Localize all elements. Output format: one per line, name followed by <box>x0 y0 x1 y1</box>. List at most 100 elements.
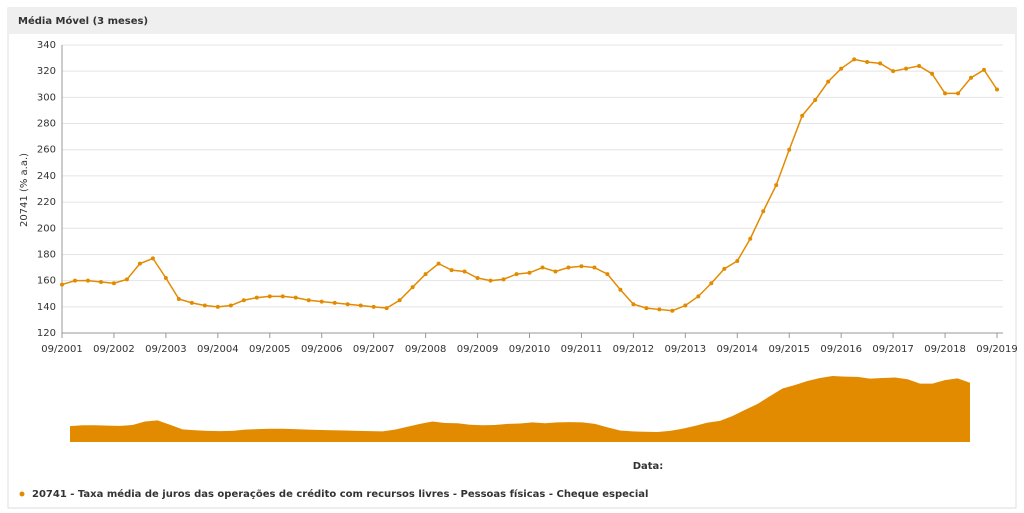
point <box>826 79 831 84</box>
point <box>449 268 454 273</box>
point <box>644 306 649 311</box>
point <box>709 281 714 286</box>
x-tick-label: 09/2018 <box>924 344 966 355</box>
point <box>189 300 194 305</box>
point <box>98 279 103 284</box>
point <box>514 272 519 277</box>
x-tick-label: 09/2010 <box>509 344 551 355</box>
point <box>865 60 870 65</box>
legend-label: 20741 - Taxa média de juros das operaçõe… <box>32 488 648 500</box>
point <box>813 97 818 102</box>
point <box>410 285 415 290</box>
point <box>397 298 402 303</box>
point <box>280 294 285 299</box>
x-tick-label: 09/2012 <box>613 344 655 355</box>
point <box>85 278 90 283</box>
x-tick-label: 09/2008 <box>405 344 447 355</box>
x-tick-label: 09/2009 <box>457 344 499 355</box>
y-tick-label: 200 <box>37 223 56 234</box>
y-tick-label: 180 <box>37 249 56 260</box>
point <box>137 261 142 266</box>
point <box>891 69 896 74</box>
x-tick-label: 09/2011 <box>561 344 603 355</box>
point <box>436 261 441 266</box>
point <box>293 295 298 300</box>
point <box>787 147 792 152</box>
point <box>969 75 974 80</box>
y-tick-label: 160 <box>37 276 56 287</box>
point <box>878 61 883 66</box>
x-tick-label: 09/2002 <box>93 344 135 355</box>
x-tick-label: 09/2003 <box>145 344 187 355</box>
x-tick-label: 09/2006 <box>301 344 343 355</box>
x-tick-label: 09/2001 <box>41 344 83 355</box>
point <box>683 303 688 308</box>
y-tick-label: 240 <box>37 171 56 182</box>
point <box>228 303 233 308</box>
point <box>124 277 129 282</box>
point <box>150 256 155 261</box>
point <box>579 264 584 269</box>
point <box>215 304 220 309</box>
y-tick-label: 260 <box>37 145 56 156</box>
point <box>904 66 909 71</box>
point <box>631 302 636 307</box>
point <box>800 113 805 118</box>
point <box>761 209 766 214</box>
navigator-area <box>70 376 970 442</box>
point <box>72 278 77 283</box>
point <box>501 277 506 282</box>
point <box>423 272 428 277</box>
y-tick-label: 280 <box>37 119 56 130</box>
y-axis-label: 20741 (% a.a.) <box>19 153 30 227</box>
point <box>319 299 324 304</box>
point <box>384 306 389 311</box>
point <box>163 276 168 281</box>
point <box>670 308 675 313</box>
point <box>657 307 662 312</box>
point <box>111 281 116 286</box>
y-tick-label: 300 <box>37 92 56 103</box>
point <box>540 265 545 270</box>
point <box>917 63 922 68</box>
point <box>267 294 272 299</box>
point <box>241 298 246 303</box>
point <box>358 303 363 308</box>
y-tick-label: 120 <box>37 328 56 339</box>
point <box>60 282 64 287</box>
point <box>839 66 844 71</box>
point <box>345 302 350 307</box>
x-tick-label: 09/2004 <box>197 344 239 355</box>
point <box>527 270 532 275</box>
x-tick-label: 09/2015 <box>768 344 810 355</box>
x-tick-label: 09/2017 <box>872 344 914 355</box>
point <box>176 296 181 301</box>
point <box>774 183 779 188</box>
legend-marker <box>19 491 25 497</box>
point <box>332 300 337 305</box>
point <box>371 304 376 309</box>
point <box>982 67 987 72</box>
point <box>735 259 740 263</box>
y-tick-label: 220 <box>37 197 56 208</box>
y-tick-label: 340 <box>37 40 56 51</box>
panel-header <box>8 8 1016 34</box>
point <box>956 91 961 96</box>
chart-title: Média Móvel (3 meses) <box>18 15 148 27</box>
point <box>475 276 480 281</box>
point <box>202 303 207 308</box>
point <box>566 265 571 270</box>
x-axis-label: Data: <box>633 461 664 472</box>
x-tick-label: 09/2016 <box>820 344 862 355</box>
point <box>462 269 467 274</box>
point <box>605 272 610 277</box>
x-tick-label: 09/2019 <box>976 344 1018 355</box>
point <box>254 295 259 300</box>
x-tick-label: 09/2005 <box>249 344 291 355</box>
x-tick-label: 09/2014 <box>717 344 759 355</box>
x-tick-label: 09/2007 <box>353 344 395 355</box>
point <box>306 298 311 303</box>
y-tick-label: 320 <box>37 66 56 77</box>
point <box>748 236 753 241</box>
